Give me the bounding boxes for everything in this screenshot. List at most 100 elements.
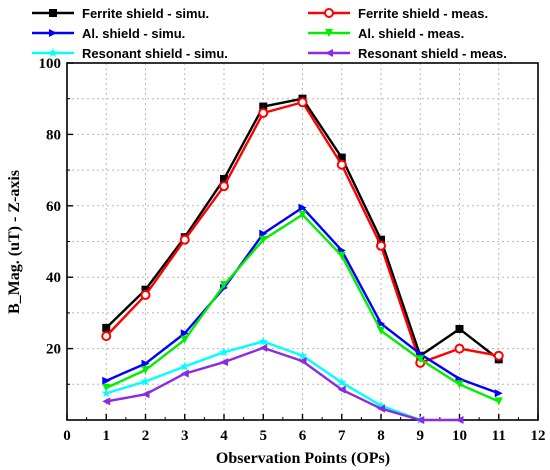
data-point — [141, 366, 150, 375]
data-point — [455, 324, 464, 333]
data-point — [493, 350, 504, 361]
legend-swatch-marker — [48, 48, 58, 58]
legend-label: Ferrite shield - simu. — [82, 6, 209, 21]
data-point — [220, 358, 228, 367]
series-5 — [102, 343, 464, 424]
data-point — [102, 376, 111, 385]
data-point — [259, 343, 268, 352]
data-point — [298, 357, 307, 366]
legend-label: Al. shield - meas. — [358, 26, 464, 41]
data-point — [377, 235, 385, 244]
data-point — [259, 229, 268, 238]
y-axis-title: B_Mag. (uT) - Z-axis — [6, 170, 23, 314]
data-point — [336, 159, 347, 170]
legend-swatch-marker — [325, 49, 333, 57]
data-point — [298, 203, 307, 212]
legend-item: Resonant shield - meas. — [308, 46, 507, 61]
x-tick-label: 11 — [492, 428, 506, 444]
x-tick-label: 0 — [63, 428, 71, 444]
data-point — [140, 290, 151, 301]
series-1 — [101, 97, 504, 368]
x-tick-label: 10 — [452, 428, 467, 444]
data-point — [455, 380, 464, 389]
data-point — [376, 400, 386, 410]
legend-label: Resonant shield - meas. — [358, 46, 507, 61]
legend-label: Resonant shield - simu. — [82, 46, 228, 61]
data-point — [297, 350, 308, 360]
legend-item: Ferrite shield - meas. — [308, 6, 488, 21]
data-point — [416, 355, 425, 364]
data-point — [377, 404, 385, 413]
legend-label: Ferrite shield - meas. — [358, 6, 488, 21]
x-tick-label: 4 — [220, 428, 228, 444]
legend-item: Al. shield - meas. — [308, 26, 464, 41]
x-tick-label: 7 — [338, 428, 346, 444]
x-axis-title: Observation Points (OPs) — [216, 450, 390, 467]
data-point — [259, 235, 268, 244]
x-tick-label: 9 — [417, 428, 425, 444]
legend-swatch-marker — [49, 29, 57, 37]
legend: Ferrite shield - simu. Ferrite shield - m… — [32, 6, 507, 61]
data-point — [337, 251, 346, 260]
data-point — [258, 107, 269, 118]
x-tick-label: 6 — [299, 428, 307, 444]
data-point — [102, 323, 111, 332]
legend-item: Al. shield - simu. — [32, 26, 185, 41]
legend-swatch-marker — [49, 9, 57, 17]
data-point — [141, 390, 150, 399]
series-line — [106, 346, 460, 422]
data-point — [337, 385, 346, 394]
y-tick-label: 100 — [39, 56, 62, 72]
x-tick-label: 3 — [181, 428, 189, 444]
data-point — [377, 326, 385, 335]
data-point — [494, 389, 503, 398]
x-tick-label: 8 — [377, 428, 385, 444]
data-point — [337, 153, 346, 162]
legend-item: Resonant shield - simu. — [32, 46, 228, 61]
data-point — [220, 281, 228, 290]
data-point — [180, 369, 189, 378]
legend-item: Ferrite shield - simu. — [32, 6, 209, 21]
data-point — [179, 234, 190, 245]
x-tick-label: 1 — [103, 428, 111, 444]
data-point — [219, 181, 229, 192]
data-point — [220, 175, 228, 184]
data-point — [455, 416, 464, 424]
data-point — [259, 102, 268, 111]
x-tick-label: 5 — [260, 428, 268, 444]
legend-label: Al. shield - simu. — [82, 26, 185, 41]
data-point — [180, 335, 189, 344]
data-point — [298, 210, 307, 219]
data-point — [141, 285, 150, 294]
data-point — [494, 397, 503, 406]
data-point — [101, 388, 112, 398]
data-point — [141, 359, 150, 368]
series-line — [105, 206, 500, 395]
data-point — [336, 377, 347, 387]
y-tick-label: 20 — [46, 342, 61, 358]
data-point — [416, 416, 425, 424]
y-tick-label: 80 — [46, 127, 61, 143]
data-point — [297, 97, 308, 108]
series-3 — [102, 210, 503, 406]
data-point — [376, 240, 386, 251]
data-point — [258, 336, 269, 346]
legend-swatch-marker — [325, 29, 333, 37]
data-point — [454, 343, 465, 354]
x-tick-label: 2 — [142, 428, 150, 444]
x-tick-label: 12 — [531, 428, 546, 444]
data-point — [179, 361, 190, 371]
data-point — [102, 383, 111, 392]
y-tick-label: 40 — [46, 270, 61, 286]
data-point — [102, 397, 111, 406]
legend-swatch-marker — [324, 8, 334, 18]
data-point — [140, 376, 151, 386]
data-point — [180, 329, 189, 338]
series-layer — [101, 94, 504, 425]
y-tick-label: 60 — [46, 199, 61, 215]
data-point — [101, 331, 112, 342]
data-point — [219, 347, 229, 357]
